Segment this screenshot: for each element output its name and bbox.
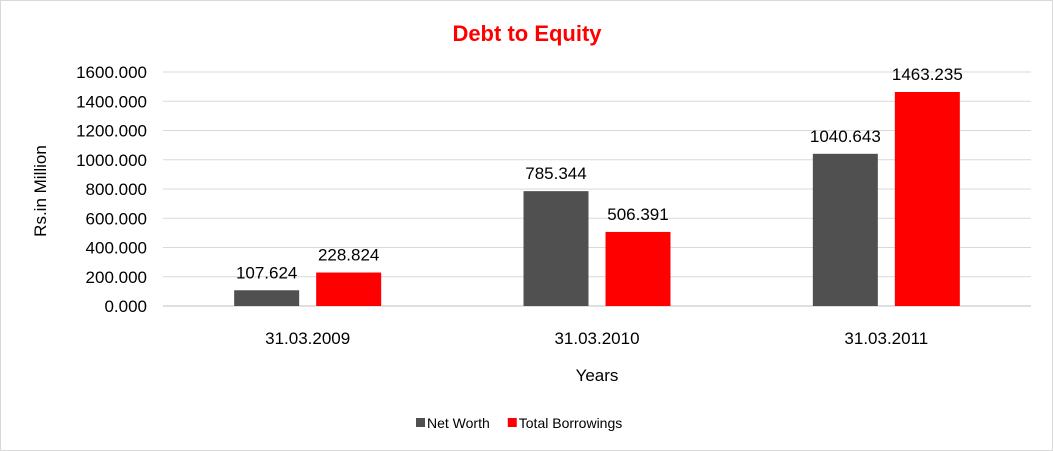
bar [523,191,589,306]
legend-swatch [416,418,425,427]
bars [234,92,960,306]
y-tick-label: 600.000 [86,209,147,228]
legend-label: Net Worth [427,415,490,431]
y-tick-label: 400.000 [86,239,147,258]
bar [234,290,300,306]
gridlines [163,71,1031,307]
x-axis-title: Years [576,366,619,385]
x-tick-label: 31.03.2010 [554,329,639,348]
y-axis-ticks: 0.000 200.000 400.000 600.000 800.000 1000.00… [76,63,147,316]
y-tick-label: 200.000 [86,268,147,287]
data-label: 506.391 [607,205,668,224]
bar [316,272,382,306]
x-tick-label: 31.03.2011 [844,329,928,348]
y-tick-label: 1200.000 [76,122,147,141]
data-label: 228.824 [318,246,379,265]
chart-title: Debt to Equity [452,21,602,46]
data-label: 1463.235 [892,65,963,84]
bar [894,92,960,306]
bar [605,231,671,306]
y-tick-label: 0.000 [104,297,147,316]
legend-label: Total Borrowings [519,415,623,431]
y-tick-label: 800.000 [86,180,147,199]
legend: Net Worth Total Borrowings [416,415,622,431]
y-tick-label: 1400.000 [76,92,147,111]
legend-swatch [507,418,517,427]
bar [812,153,878,306]
x-tick-label: 31.03.2009 [265,329,350,348]
x-axis-ticks: 31.03.2009 31.03.2010 31.03.2011 [265,329,928,348]
y-axis-title: Rs.in Million [31,145,50,237]
y-tick-label: 1600.000 [76,63,147,82]
data-label: 1040.643 [810,127,881,146]
data-label: 107.624 [236,263,297,282]
y-tick-label: 1000.000 [76,151,147,170]
data-label: 785.344 [525,164,586,183]
data-labels: 107.624 228.824 785.344 506.391 1040.643 1463… [236,65,963,282]
